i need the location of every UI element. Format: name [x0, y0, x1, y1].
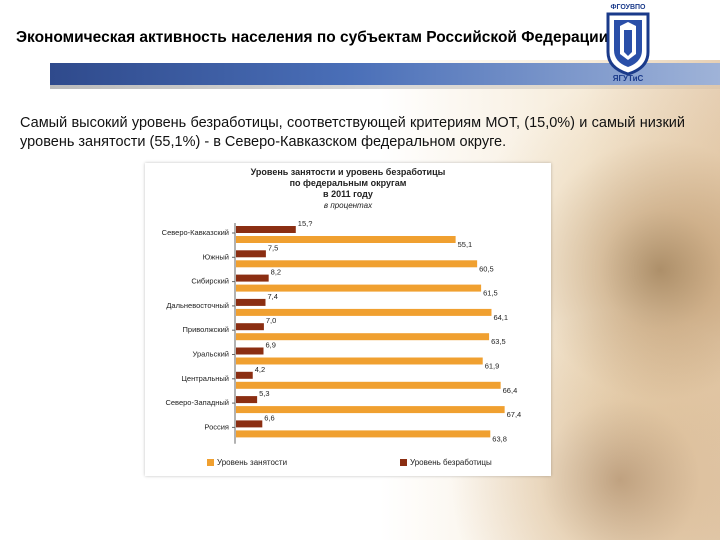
bar-unemployment [236, 347, 264, 355]
bar-employment [236, 333, 490, 341]
bar-employment [236, 430, 491, 438]
title-bar [50, 63, 720, 85]
data-label-employment: 67,4 [507, 410, 522, 419]
data-label-unemployment: 8,2 [271, 268, 281, 277]
logo-top-text: ФГОУВПО [610, 4, 646, 11]
bar-unemployment [236, 274, 269, 282]
bar-unemployment [236, 420, 263, 428]
category-tick-label: Дальневосточный [166, 301, 229, 310]
data-label-employment: 66,4 [503, 386, 518, 395]
chart-title-line-3: в 2011 году [323, 189, 373, 199]
bar-unemployment [236, 371, 253, 379]
data-label-employment: 61,5 [483, 289, 498, 298]
category-tick-label: Россия [204, 422, 229, 431]
bar-employment [236, 406, 505, 414]
bar-unemployment [236, 323, 264, 331]
chart-title-line-1: Уровень занятости и уровень безработицы [250, 167, 446, 177]
bar-employment [236, 308, 492, 316]
bar-chart: Северо-Кавказский 15,? 55,1 Южный 7,5 60,5 Сиб… [162, 219, 522, 444]
page-title: Экономическая активность населения по су… [16, 29, 613, 46]
category-tick-label: Приволжский [183, 325, 229, 334]
data-label-employment: 61,9 [485, 362, 500, 371]
logo-bottom-text: ЯГУТиС [612, 74, 644, 83]
bar-employment [236, 260, 478, 268]
bar-unemployment [236, 250, 266, 258]
legend-label-unemployment: Уровень безработицы [410, 458, 492, 467]
logo-emblem-icon [606, 12, 650, 76]
data-label-unemployment: 7,4 [267, 292, 277, 301]
category-tick-label: Уральский [193, 350, 229, 359]
data-label-employment: 64,1 [493, 313, 508, 322]
chart-title-line-2: по федеральным округам [289, 178, 407, 188]
category-tick-label: Северо-Кавказский [162, 228, 229, 237]
bar-unemployment [236, 298, 266, 306]
legend-swatch-employment [207, 459, 214, 466]
category-tick-label: Северо-Западный [165, 398, 229, 407]
bar-employment [236, 284, 482, 292]
data-label-unemployment: 6,6 [264, 413, 274, 422]
bar-unemployment [236, 226, 296, 233]
legend-swatch-unemployment [400, 459, 407, 466]
category-tick-label: Сибирский [191, 277, 229, 286]
university-logo: ФГОУВПО ЯГУТиС [600, 4, 656, 84]
data-label-unemployment: 7,5 [268, 243, 278, 252]
chart-title: Уровень занятости и уровень безработицы … [145, 167, 551, 211]
data-label-unemployment: 6,9 [266, 341, 276, 350]
data-label-unemployment: 7,0 [266, 316, 276, 325]
legend-item-unemployment: Уровень безработицы [400, 458, 492, 467]
legend-item-employment: Уровень занятости [207, 458, 287, 467]
data-label-unemployment: 4,2 [255, 365, 265, 374]
data-label-employment: 63,8 [492, 434, 507, 443]
data-label-unemployment: 15,? [298, 219, 313, 228]
category-tick-label: Южный [203, 252, 229, 261]
chart-subtitle: в процентах [323, 201, 373, 210]
bar-unemployment [236, 396, 258, 404]
bar-employment [236, 357, 483, 365]
chart-panel: Уровень занятости и уровень безработицы … [145, 163, 551, 476]
bar-employment [236, 381, 501, 389]
category-tick-label: Центральный [181, 374, 229, 383]
data-label-employment: 60,5 [479, 264, 494, 273]
data-label-employment: 63,5 [491, 337, 506, 346]
title-bar-shadow [50, 85, 720, 89]
body-paragraph: Самый высокий уровень безработицы, соотв… [20, 115, 685, 150]
legend-label-employment: Уровень занятости [217, 458, 288, 467]
bar-employment [236, 236, 456, 243]
data-label-unemployment: 5,3 [259, 389, 269, 398]
data-label-employment: 55,1 [458, 240, 473, 249]
